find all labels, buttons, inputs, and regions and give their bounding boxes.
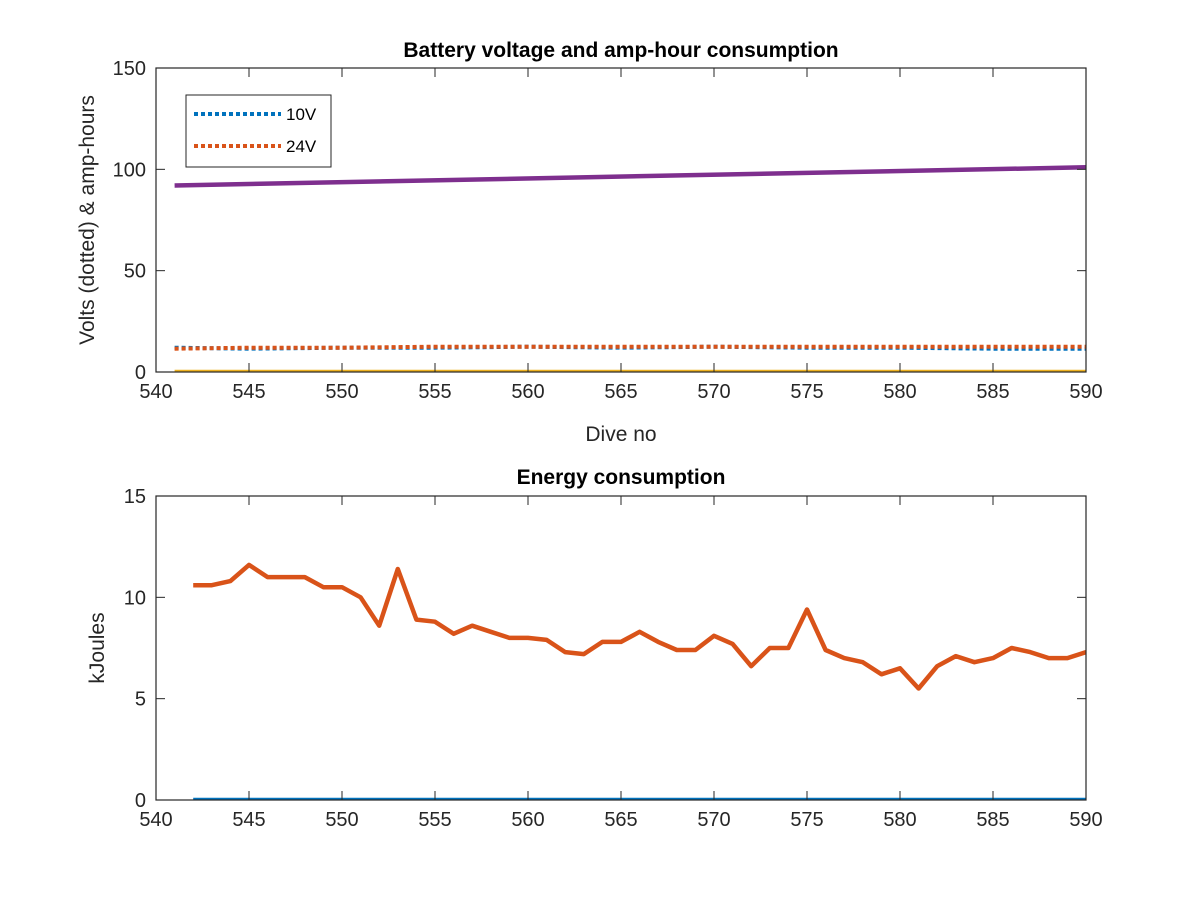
x-tick-label: 550: [325, 809, 358, 831]
y-tick-label: 100: [113, 159, 146, 181]
legend-box: [185, 94, 332, 168]
x-tick-label: 585: [976, 809, 1009, 831]
x-tick-label: 570: [697, 381, 730, 403]
x-tick-label: 545: [232, 809, 265, 831]
series-layer: [193, 562, 1086, 800]
legend: 10V 24V: [185, 94, 332, 168]
voltage-amphour-chart: Battery voltage and amp-hour consumption…: [76, 39, 1103, 446]
x-ticks: 540 545 550 555 560 565 570 575 580 585 590: [139, 68, 1103, 403]
x-tick-label: 575: [790, 809, 823, 831]
y-tick-label: 150: [113, 58, 146, 80]
y-tick-label: 10: [124, 587, 146, 609]
series-line-24v: [174, 344, 1086, 351]
x-tick-label: 565: [604, 809, 637, 831]
series-line-0: [193, 562, 1086, 691]
axes-box: [155, 495, 1087, 801]
x-tick-label: 560: [511, 381, 544, 403]
x-tick-label: 585: [976, 381, 1009, 403]
legend-label: 24V: [286, 137, 317, 156]
x-tick-label: 570: [697, 809, 730, 831]
y-axis-label: kJoules: [86, 612, 109, 683]
y-axis-label: Volts (dotted) & amp-hours: [76, 95, 99, 345]
x-ticks: 540 545 550 555 560 565 570 575 580 585 590: [139, 496, 1103, 831]
legend-label: 10V: [286, 105, 317, 124]
y-ticks: 0 50 100 150: [113, 58, 1086, 384]
y-tick-label: 0: [135, 362, 146, 384]
y-tick-label: 15: [124, 486, 146, 508]
x-tick-label: 580: [883, 381, 916, 403]
y-tick-label: 50: [124, 261, 146, 283]
x-tick-label: 575: [790, 381, 823, 403]
chart-title: Energy consumption: [517, 466, 726, 489]
x-tick-label: 555: [418, 381, 451, 403]
x-tick-label: 550: [325, 381, 358, 403]
x-tick-label: 590: [1069, 381, 1102, 403]
x-tick-label: 545: [232, 381, 265, 403]
chart-title: Battery voltage and amp-hour consumption: [403, 39, 838, 62]
x-tick-label: 555: [418, 809, 451, 831]
y-tick-label: 5: [135, 689, 146, 711]
x-tick-label: 565: [604, 381, 637, 403]
x-tick-label: 540: [139, 809, 172, 831]
x-tick-label: 590: [1069, 809, 1102, 831]
x-tick-label: 580: [883, 809, 916, 831]
series-line-2: [174, 165, 1086, 188]
x-tick-label: 560: [511, 809, 544, 831]
axes-box: [155, 67, 1087, 373]
x-tick-label: 540: [139, 381, 172, 403]
series-layer: [174, 165, 1086, 372]
y-ticks: 0 5 10 15: [124, 486, 1086, 812]
energy-consumption-chart: Energy consumption 540 545 550 555 560 565 570…: [86, 466, 1103, 831]
x-axis-label: Dive no: [585, 423, 656, 446]
y-tick-label: 0: [135, 790, 146, 812]
